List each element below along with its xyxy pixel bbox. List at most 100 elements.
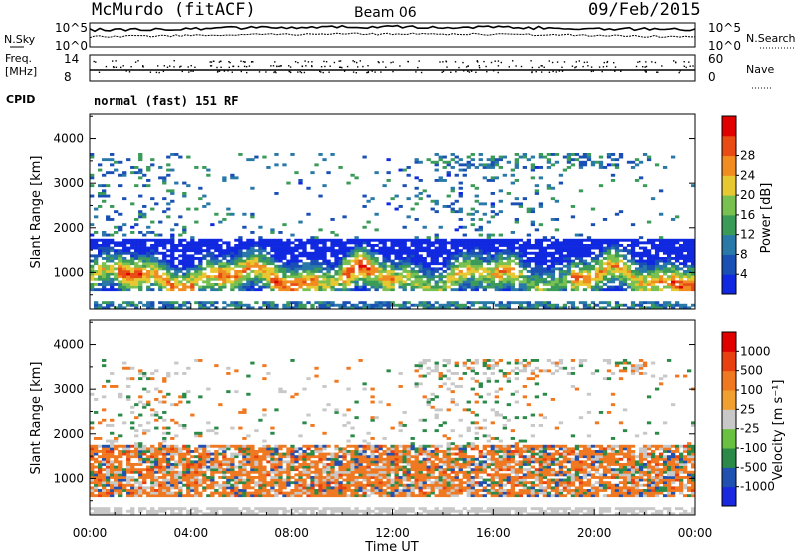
power-cell — [494, 262, 499, 266]
velocity-cell — [138, 489, 143, 492]
power-cell — [402, 184, 407, 188]
power-cell — [510, 275, 516, 279]
power-cell — [146, 288, 151, 292]
power-cell — [270, 231, 275, 234]
power-cell — [646, 272, 652, 276]
power-cell — [454, 288, 459, 292]
power-cell — [362, 155, 367, 159]
power-cell — [562, 257, 568, 260]
power-cell — [270, 241, 275, 245]
velocity-cell — [94, 444, 99, 448]
power-cell — [250, 158, 255, 162]
date-title: 09/Feb/2015 — [588, 0, 701, 20]
power-cell — [614, 212, 620, 216]
freq-nave-point — [635, 65, 638, 68]
freq-nave-point — [188, 71, 190, 73]
velocity-cell — [110, 372, 115, 375]
power-cell — [118, 173, 123, 177]
velocity-cell — [90, 447, 95, 451]
velocity-cell — [170, 478, 175, 482]
power-cell — [138, 246, 143, 250]
power-cell — [98, 251, 103, 255]
power-cell — [390, 264, 395, 268]
freq-nave-point — [575, 61, 577, 63]
power-cell — [522, 241, 528, 245]
power-cell — [374, 262, 379, 266]
power-cell — [154, 272, 159, 276]
power-cell — [690, 257, 696, 260]
power-cell — [598, 259, 604, 263]
velocity-cell — [318, 476, 323, 479]
power-cell — [686, 254, 692, 258]
velocity-cell — [98, 460, 103, 464]
power-cell — [122, 275, 127, 279]
velocity-cell — [342, 468, 347, 472]
power-cell — [222, 272, 227, 276]
velocity-cell — [182, 455, 187, 459]
power-cell — [690, 277, 696, 281]
power-cell — [690, 184, 696, 188]
power-cell — [278, 285, 283, 289]
velocity-cell — [130, 465, 135, 469]
power-cell — [234, 306, 239, 310]
power-cell — [382, 238, 387, 242]
power-cell — [570, 238, 576, 242]
power-cell — [298, 267, 303, 271]
velocity-cell — [226, 447, 231, 451]
power-cell — [546, 160, 552, 164]
power-cell — [486, 262, 491, 266]
power-cell — [142, 264, 147, 268]
velocity-cell — [94, 512, 99, 516]
velocity-cell — [238, 460, 243, 464]
power-cell — [458, 241, 463, 245]
power-cell — [594, 275, 600, 279]
velocity-cell — [234, 478, 239, 482]
power-cell — [182, 288, 187, 292]
power-cell — [110, 277, 115, 281]
velocity-cell — [154, 494, 159, 498]
velocity-cell — [334, 463, 339, 466]
power-cell — [146, 303, 151, 307]
velocity-cell — [282, 509, 287, 513]
power-cell — [338, 270, 343, 273]
power-cell — [298, 277, 303, 281]
power-cell — [490, 301, 495, 305]
power-cell — [406, 166, 411, 169]
freq-nave-point — [512, 60, 514, 62]
power-cell — [226, 277, 231, 281]
velocity-cell — [274, 512, 279, 516]
freq-nave-point — [270, 65, 272, 67]
power-cell — [434, 179, 439, 182]
power-cell — [462, 259, 467, 263]
power-cell — [246, 251, 251, 255]
power-cell — [242, 244, 247, 247]
velocity-cell — [206, 429, 211, 433]
power-cell — [330, 280, 335, 284]
power-cell — [186, 306, 191, 310]
power-cell — [350, 259, 355, 263]
velocity-cell — [118, 395, 123, 399]
velocity-cell — [286, 452, 291, 456]
power-cell — [610, 163, 616, 167]
power-cell — [110, 163, 115, 167]
velocity-cell — [286, 468, 291, 472]
velocity-cell — [126, 447, 131, 451]
power-cell — [106, 238, 111, 242]
power-cell — [686, 238, 692, 242]
power-cell — [326, 306, 331, 310]
power-cell — [402, 270, 407, 273]
power-cell — [206, 249, 211, 253]
velocity-cell — [290, 452, 295, 456]
power-cell — [538, 280, 544, 284]
power-cell — [130, 225, 135, 229]
power-cell — [482, 166, 487, 169]
power-cell — [166, 277, 171, 281]
velocity-cell — [274, 465, 279, 469]
power-cell — [350, 280, 355, 284]
power-cell — [598, 262, 604, 266]
power-cell — [370, 264, 375, 268]
freq-nave-point — [614, 66, 617, 68]
power-cell — [218, 285, 223, 289]
power-cell — [190, 285, 195, 289]
power-cell — [310, 257, 315, 260]
